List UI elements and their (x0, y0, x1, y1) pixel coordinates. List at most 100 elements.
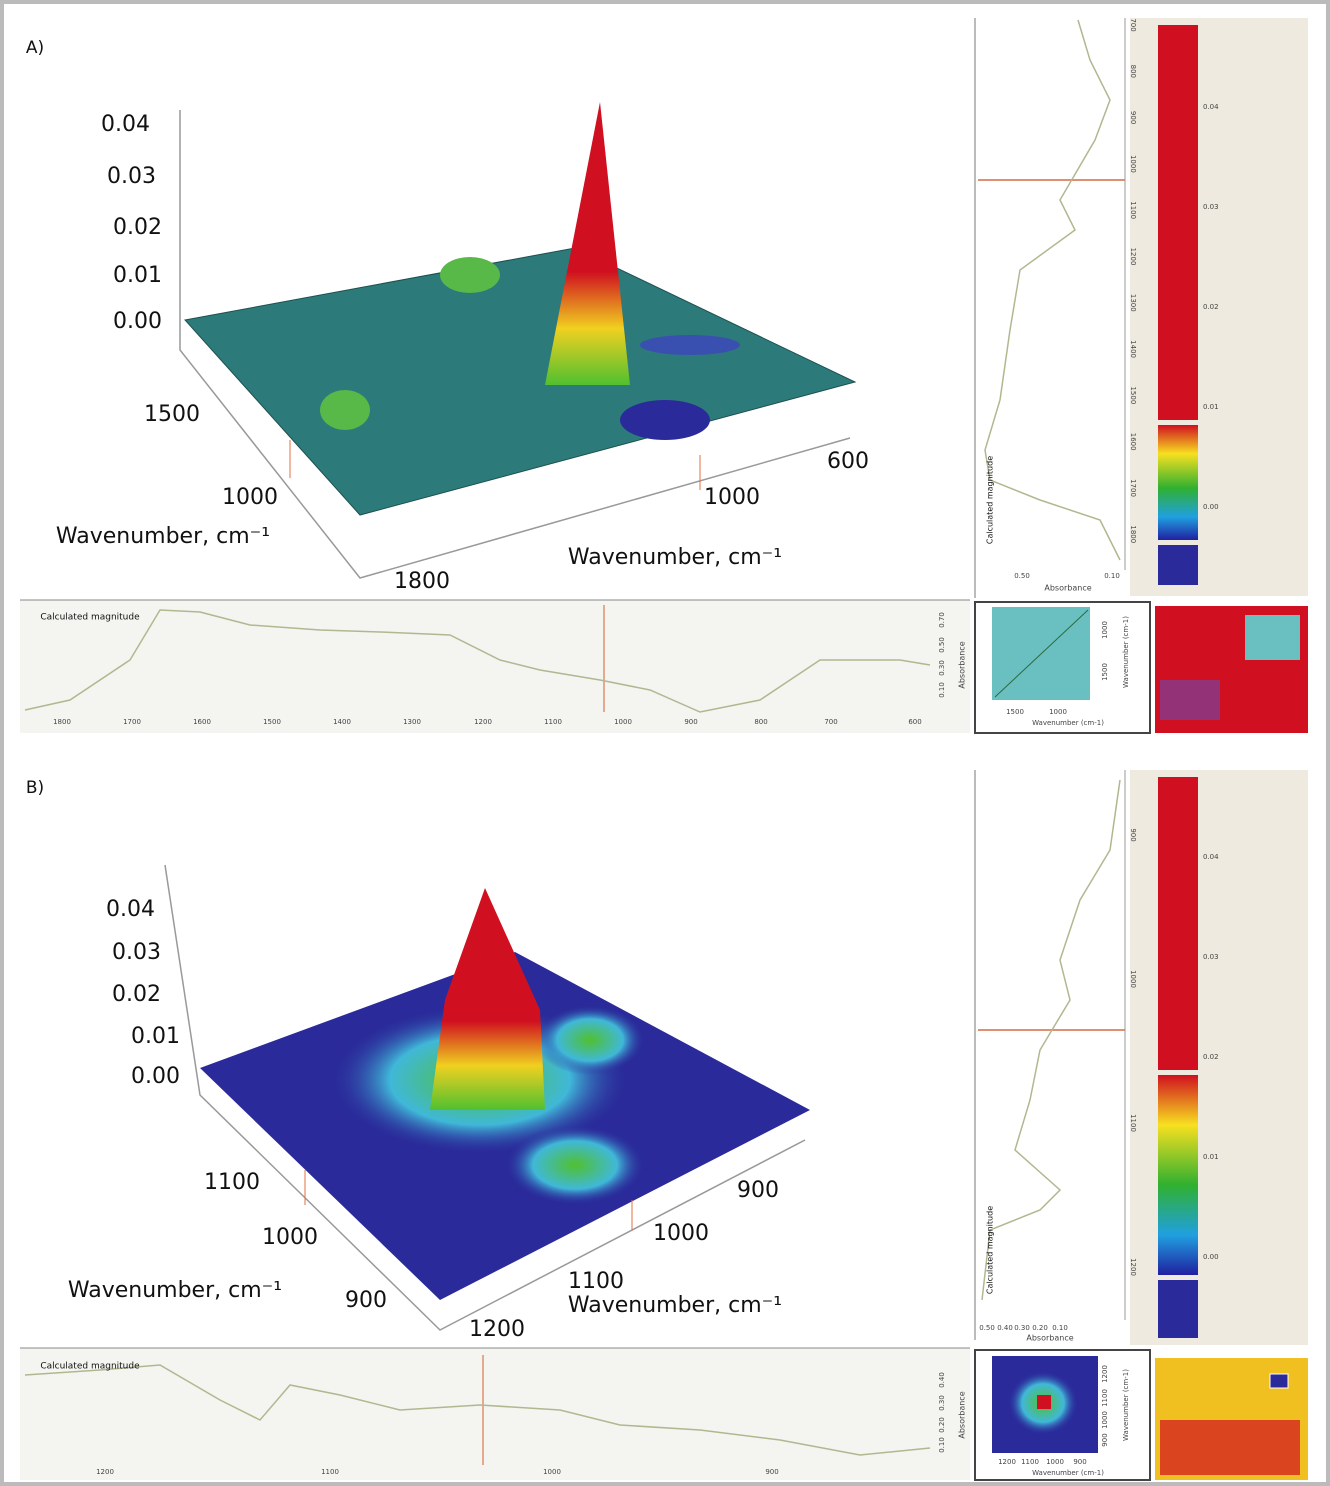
left-ticks: 1000 (262, 1225, 318, 1250)
left-ticks: 900 (345, 1288, 387, 1313)
right-ticks: 1100 (568, 1269, 624, 1294)
ticks: 0.04 (1203, 103, 1219, 111)
y-ticks: 0.10 (938, 682, 946, 698)
ticks: 1100 (1129, 201, 1137, 219)
ticks: 1200 (96, 1468, 114, 1476)
y-ticks: 0.50 (938, 637, 946, 653)
bottom-spectrum-y-title: Absorbance (958, 1391, 967, 1438)
y-ticks: 0.70 (938, 612, 946, 628)
ticks: 0.01 (1203, 403, 1219, 411)
ticks: 1600 (1129, 433, 1137, 451)
ticks: 700 (824, 718, 837, 726)
x-ticks: 0.50 (1014, 572, 1030, 580)
z-ticks: 0.04 (106, 897, 155, 922)
ticks: 1400 (1129, 340, 1137, 358)
ticks: 1800 (1129, 525, 1137, 543)
ticks: 1300 (403, 718, 421, 726)
y-ticks: 0.30 (938, 1395, 946, 1411)
x-ticks: 0.20 (1032, 1324, 1048, 1332)
ticks: 1300 (1129, 294, 1137, 312)
x-ticks: 0.50 (979, 1324, 995, 1332)
x-ticks: 0.40 (997, 1324, 1013, 1332)
map-x-title: Wavenumber (cm-1) (1032, 1469, 1104, 1477)
z-ticks: 0.03 (112, 940, 161, 965)
left-ticks: 1100 (204, 1170, 260, 1195)
right-ticks: 1200 (469, 1317, 525, 1342)
ticks: 0.04 (1203, 853, 1219, 861)
z-ticks: 0.02 (113, 215, 162, 240)
ticks: 1000 (1129, 155, 1137, 173)
side-spectrum-trace-label: Calculated magnitude (986, 456, 995, 544)
ticks: 900 (765, 1468, 778, 1476)
ticks: 0.03 (1203, 953, 1219, 961)
y-ticks: 0.40 (938, 1372, 946, 1388)
1-label: B) (26, 778, 44, 798)
bottom-spectrum-trace-label: Calculated magnitude (40, 613, 140, 623)
right-ticks: 900 (737, 1178, 779, 1203)
x-ticks: 1100 (1021, 1458, 1039, 1466)
ticks: 900 (684, 718, 697, 726)
x-ticks: 1200 (998, 1458, 1016, 1466)
bottom-spectrum-y-title: Absorbance (958, 641, 967, 688)
map-y-title: Wavenumber (cm-1) (1122, 616, 1130, 688)
left-ticks: 1500 (144, 402, 200, 427)
ticks: 1100 (1129, 1114, 1137, 1132)
ticks: 1500 (263, 718, 281, 726)
side-spectrum-x-title: Absorbance (1044, 584, 1091, 593)
z-ticks: 0.00 (113, 309, 162, 334)
surface-left-title: Wavenumber, cm⁻¹ (56, 524, 270, 549)
ticks: 1000 (543, 1468, 561, 1476)
ticks: 1800 (53, 718, 71, 726)
ticks: 900 (1129, 828, 1137, 841)
ticks: 1200 (1129, 248, 1137, 266)
right-ticks: 600 (827, 449, 869, 474)
ticks: 1200 (1129, 1258, 1137, 1276)
ticks: 1500 (1129, 386, 1137, 404)
ticks: 800 (1129, 65, 1137, 78)
y-ticks: 0.20 (938, 1417, 946, 1433)
x-ticks: 1000 (1049, 708, 1067, 716)
ticks: 0.01 (1203, 1153, 1219, 1161)
map-x-title: Wavenumber (cm-1) (1032, 719, 1104, 727)
y-ticks: 1000 (1101, 1411, 1109, 1429)
z-ticks: 0.00 (131, 1064, 180, 1089)
y-ticks: 900 (1101, 1433, 1109, 1446)
y-ticks: 0.30 (938, 660, 946, 676)
ticks: 0.02 (1203, 1053, 1219, 1061)
ticks: 0.02 (1203, 303, 1219, 311)
ticks: 600 (908, 718, 921, 726)
left-ticks: 1800 (394, 569, 450, 594)
0-label: A) (26, 38, 44, 58)
ticks: 900 (1129, 111, 1137, 124)
side-spectrum-x-title: Absorbance (1026, 1334, 1073, 1343)
x-ticks: 1500 (1006, 708, 1024, 716)
y-ticks: 1500 (1101, 663, 1109, 681)
bottom-spectrum-trace-label: Calculated magnitude (40, 1362, 140, 1372)
y-ticks: 1200 (1101, 1365, 1109, 1383)
ticks: 0.03 (1203, 203, 1219, 211)
right-ticks: 1000 (653, 1221, 709, 1246)
panel-a-art (20, 18, 1308, 733)
ticks: 1200 (474, 718, 492, 726)
ticks: 1700 (1129, 479, 1137, 497)
map-y-title: Wavenumber (cm-1) (1122, 1369, 1130, 1441)
ticks: 800 (754, 718, 767, 726)
x-ticks: 0.10 (1104, 572, 1120, 580)
ticks: 0.00 (1203, 1253, 1219, 1261)
ticks: 1400 (333, 718, 351, 726)
x-ticks: 900 (1073, 1458, 1086, 1466)
x-ticks: 0.30 (1014, 1324, 1030, 1332)
ticks: 1100 (321, 1468, 339, 1476)
x-ticks: 1000 (1046, 1458, 1064, 1466)
side-spectrum-trace-label: Calculated magnitude (986, 1206, 995, 1294)
z-ticks: 0.03 (107, 164, 156, 189)
ticks: 1100 (544, 718, 562, 726)
surface-left-title: Wavenumber, cm⁻¹ (68, 1278, 282, 1303)
ticks: 700 (1129, 18, 1137, 31)
ticks: 0.00 (1203, 503, 1219, 511)
left-ticks: 1000 (222, 485, 278, 510)
z-ticks: 0.01 (131, 1024, 180, 1049)
z-ticks: 0.02 (112, 982, 161, 1007)
surface-right-title: Wavenumber, cm⁻¹ (568, 545, 782, 570)
y-ticks: 1100 (1101, 1389, 1109, 1407)
